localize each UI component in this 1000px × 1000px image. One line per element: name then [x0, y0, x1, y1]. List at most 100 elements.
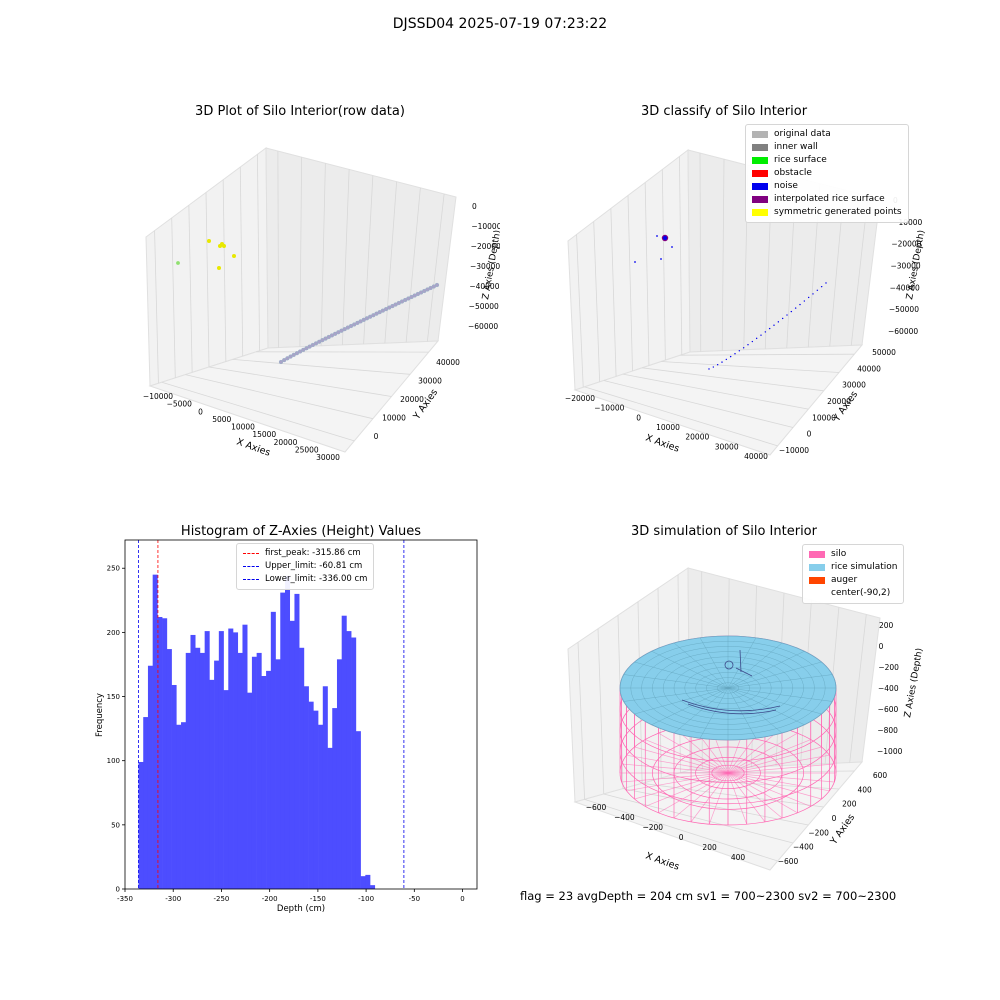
- y-tick-label: 20000: [827, 397, 851, 406]
- noise-point: [747, 343, 749, 346]
- noise-point: [812, 293, 814, 295]
- x-tick-label: −400: [614, 813, 635, 822]
- noise-point: [734, 353, 736, 355]
- noise-point: [773, 324, 775, 326]
- noise-point: [786, 314, 788, 316]
- grid-line: [426, 193, 445, 342]
- z-tick-label: −200: [878, 663, 899, 672]
- yellow-point: [222, 244, 226, 248]
- legend-label: auger: [831, 575, 858, 585]
- legend-entry: noise: [752, 180, 902, 193]
- rice-surface-line: [727, 661, 822, 689]
- rice-surface-line: [727, 687, 822, 715]
- noise-point: [742, 347, 745, 349]
- x-tick-label: −600: [586, 803, 607, 812]
- panel2-ylabel: Y Axies: [831, 389, 860, 424]
- legend-swatch: [752, 131, 768, 138]
- x-tick-label: -200: [262, 895, 278, 903]
- histogram-bar: [233, 632, 239, 889]
- histogram-bar: [143, 717, 149, 889]
- histogram-bar: [218, 631, 224, 889]
- y-tick-label: 0: [832, 814, 837, 823]
- raw-point: [282, 357, 287, 363]
- rice-surface-line: [699, 637, 729, 689]
- auger-shaft: [739, 649, 742, 673]
- y-tick-label: −10000: [779, 446, 809, 455]
- legend-label: symmetric generated points: [774, 207, 902, 217]
- y-tick-label: −400: [793, 843, 814, 852]
- histogram-bar: [308, 701, 314, 889]
- histogram-bar: [270, 611, 276, 889]
- grid-line: [617, 615, 624, 789]
- noise-point: [803, 300, 806, 302]
- grid-line: [627, 195, 633, 372]
- z-tick-label: −40000: [469, 282, 499, 291]
- histogram-bar: [294, 593, 300, 889]
- y-tick-label: 100: [107, 757, 120, 765]
- legend-label: Lower_limit: -336.00 cm: [265, 574, 368, 584]
- noise-point: [768, 327, 771, 330]
- silo-floor-ring: [673, 746, 783, 800]
- rice-surface-line: [727, 687, 833, 702]
- panel1-title: 3D Plot of Silo Interior(row data): [195, 104, 405, 119]
- x-tick-label: 400: [731, 853, 746, 862]
- panel4-zlabel: Z Axies (Depth): [903, 647, 925, 718]
- legend-entry: original data: [752, 128, 902, 141]
- legend-entry: rice simulation: [809, 561, 897, 574]
- histogram-bar: [327, 747, 333, 889]
- z-tick-label: −30000: [470, 262, 500, 271]
- z-tick-label: −30000: [891, 262, 921, 271]
- legend-label: inner wall: [774, 142, 818, 152]
- x-tick-label: -300: [165, 895, 181, 903]
- y-tick-label: −200: [808, 828, 829, 837]
- rice-surface-line: [651, 651, 729, 689]
- panel2-legend: original data inner wall rice surface obsta…: [745, 124, 909, 223]
- raw-point: [434, 282, 440, 288]
- x-tick-label: -100: [358, 895, 374, 903]
- legend-label: Upper_limit: -60.81 cm: [265, 561, 363, 571]
- yellow-point: [218, 244, 222, 248]
- histogram-bar: [370, 885, 376, 889]
- histogram-bar: [195, 647, 201, 889]
- histogram-bar: [242, 624, 248, 889]
- z-tick-label: −600: [878, 705, 899, 714]
- noise-point: [634, 261, 636, 263]
- rice-surface-line: [623, 687, 729, 702]
- rice-surface-line: [634, 687, 729, 715]
- x-tick-label: 15000: [252, 430, 276, 439]
- legend-label: noise: [774, 181, 798, 191]
- histogram-legend: first_peak: -315.86 cm Upper_limit: -60.8…: [236, 543, 375, 590]
- z-tick-label: −20000: [471, 242, 500, 251]
- y-tick-label: −600: [778, 857, 799, 866]
- grid-line: [597, 628, 605, 795]
- y-tick-label: 30000: [842, 381, 866, 390]
- x-tick-label: -50: [409, 895, 420, 903]
- x-tick-label: 40000: [744, 452, 768, 461]
- grid-line: [642, 782, 824, 808]
- x-tick-label: 10000: [231, 423, 255, 432]
- histogram-bar: [204, 631, 210, 889]
- x-tick-label: -350: [117, 895, 133, 903]
- depth-histogram: -350 -300 -250 -200 -150 -100 -50 0 0 50 100 150 20…: [95, 539, 478, 914]
- histogram-xlabel: Depth (cm): [277, 904, 325, 914]
- x-tick-label: −10000: [594, 404, 624, 413]
- legend-entry: silo: [809, 548, 897, 561]
- legend-swatch: [752, 196, 768, 203]
- histogram-bar: [322, 686, 328, 889]
- noise-point: [712, 366, 715, 368]
- x-tick-label: 0: [198, 407, 203, 416]
- legend-entry: Lower_limit: -336.00 cm: [243, 573, 367, 586]
- legend-entry: first_peak: -315.86 cm: [243, 547, 367, 560]
- rice-surface-line: [727, 637, 757, 689]
- histogram-bar: [237, 652, 243, 889]
- legend-entry: interpolated rice surface: [752, 193, 902, 206]
- legend-swatch: [809, 564, 825, 571]
- grid-line: [205, 192, 210, 368]
- z-tick-label: −50000: [889, 305, 919, 314]
- grid-line: [277, 151, 280, 348]
- legend-label: center(-90,2): [831, 588, 891, 598]
- histogram-bar: [341, 615, 347, 889]
- y-tick-label: 600: [873, 771, 888, 780]
- legend-entry: obstacle: [752, 167, 902, 180]
